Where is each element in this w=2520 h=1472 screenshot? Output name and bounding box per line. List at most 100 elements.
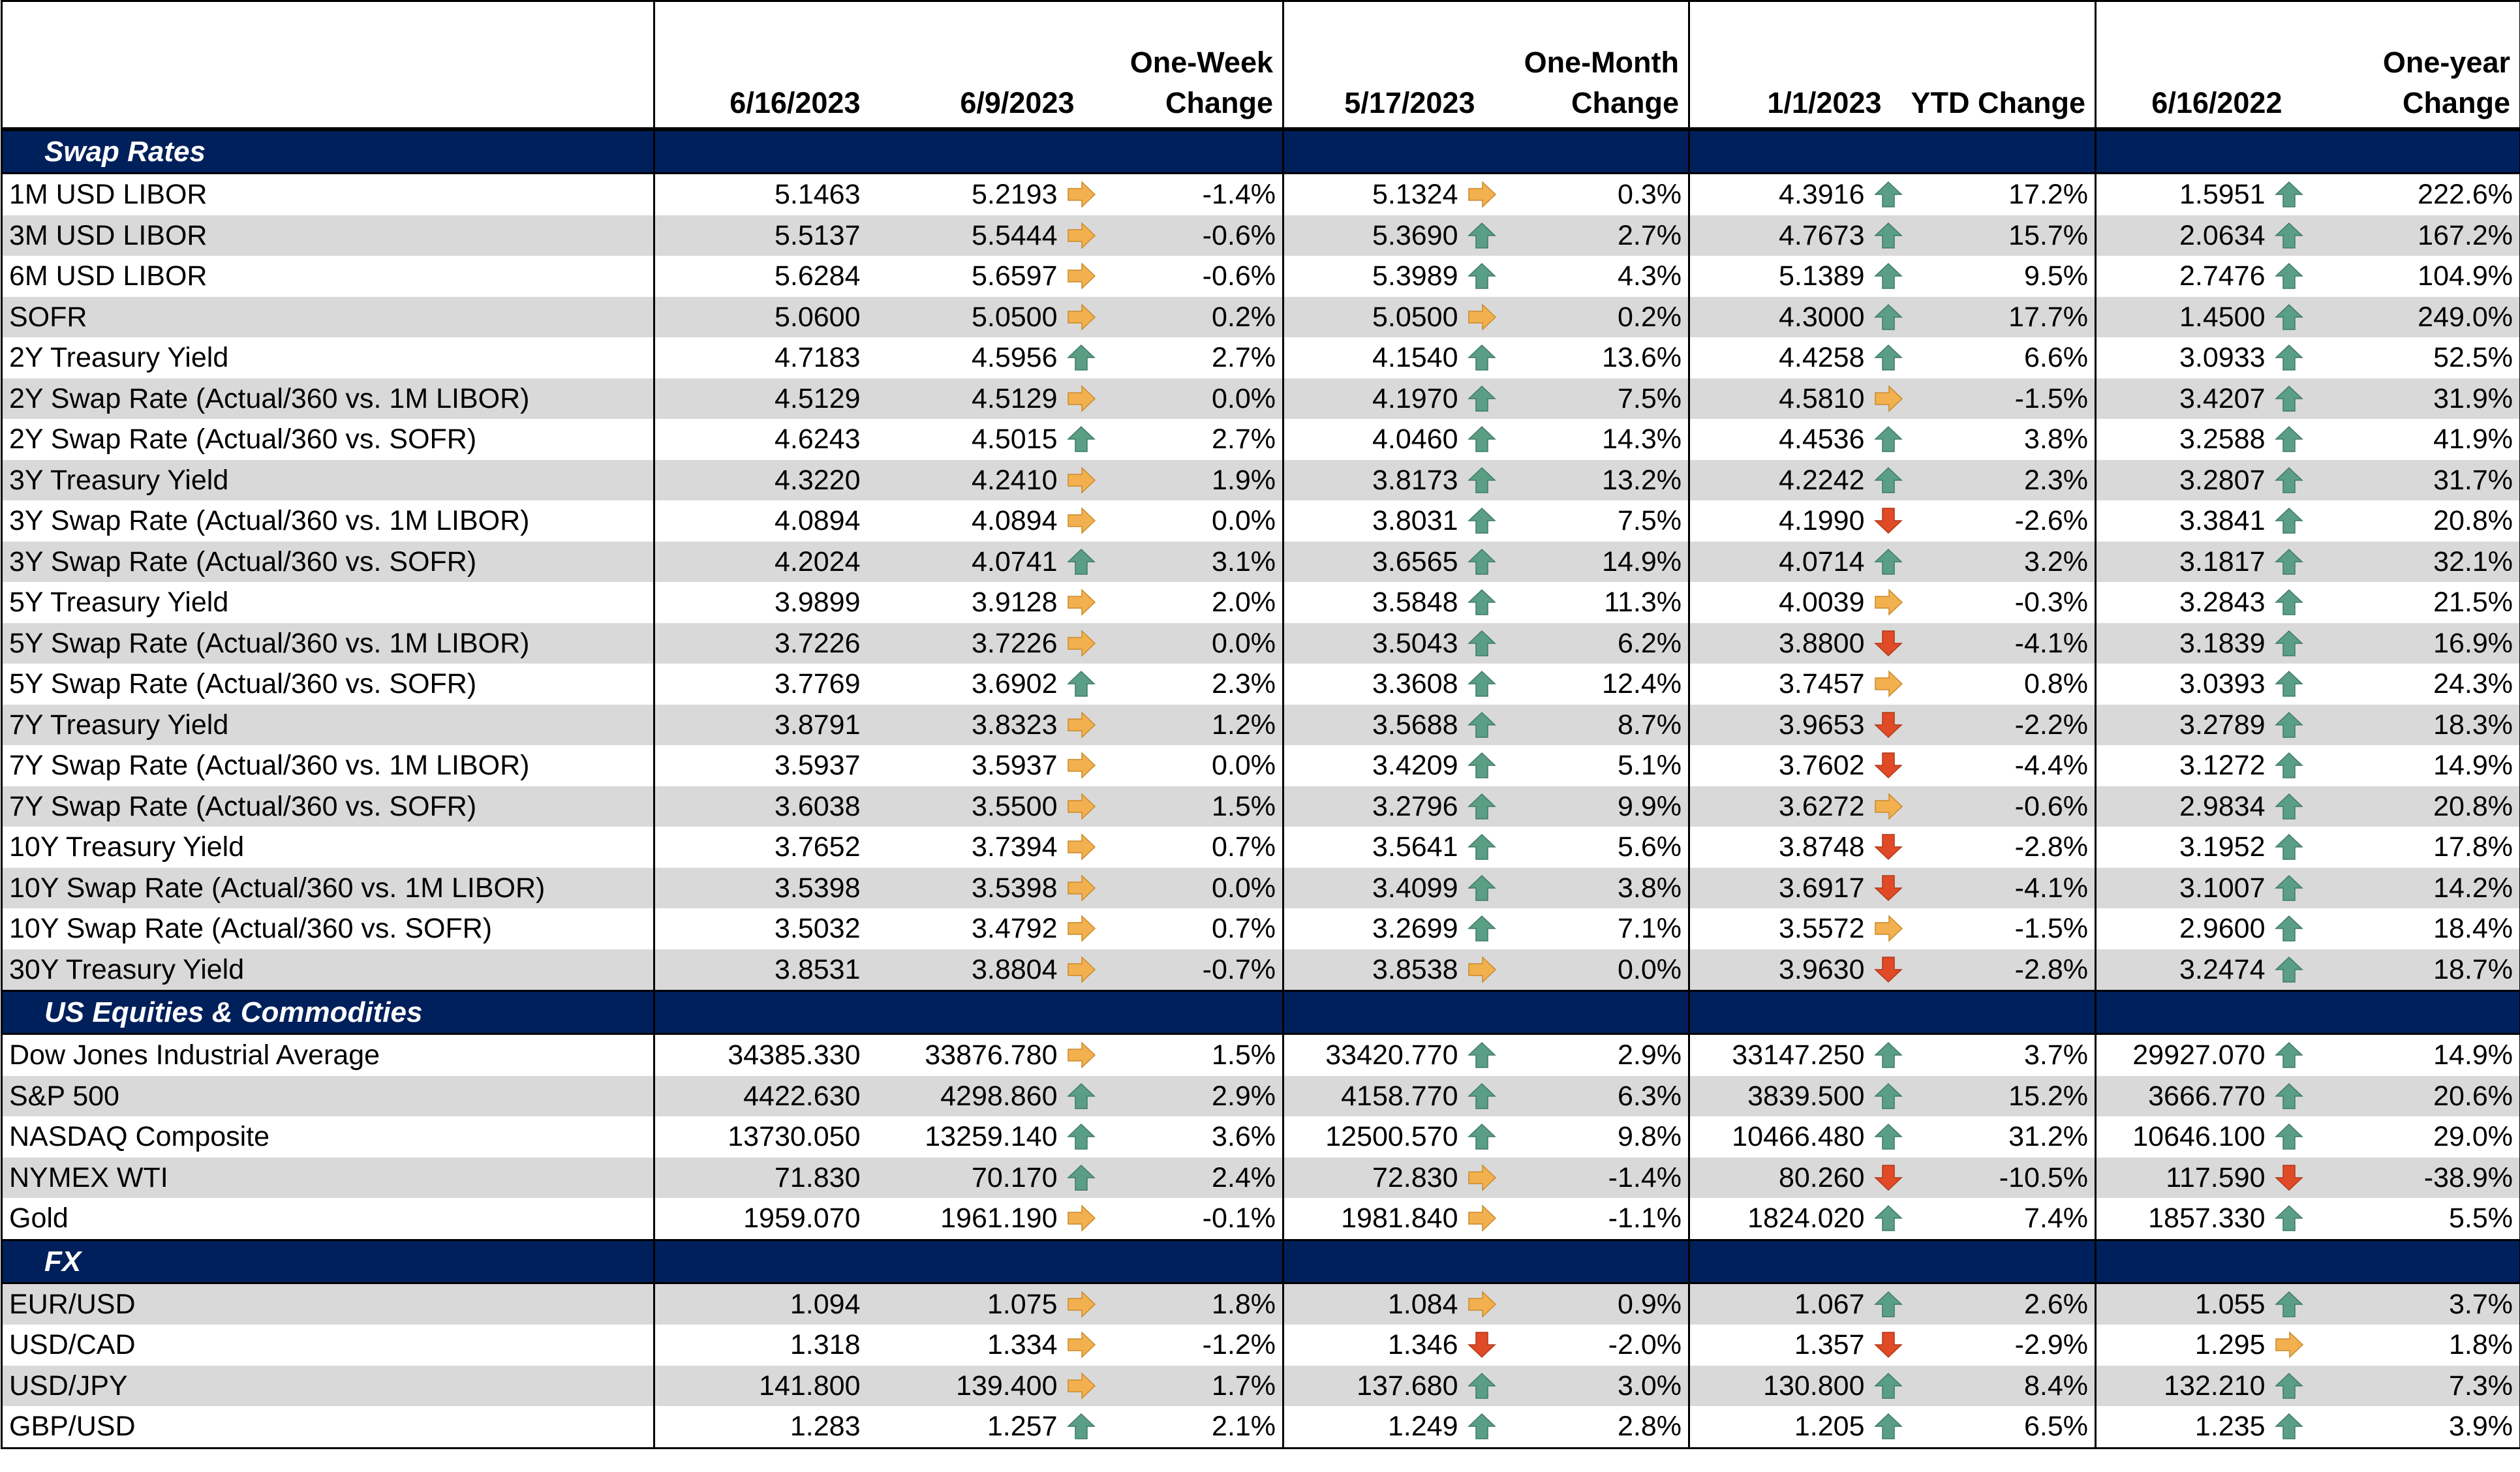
arrow-up-icon [2273, 833, 2305, 861]
value-with-trend: 3.8323 [972, 705, 1097, 746]
arrow-right-icon [1066, 874, 1097, 902]
change-value: 20.6% [2304, 1075, 2520, 1116]
value-prior: 117.590 [2095, 1157, 2305, 1198]
value-with-trend: 3.8538 [1372, 949, 1498, 990]
change-value: 29.0% [2304, 1116, 2520, 1158]
arrow-up-icon [1873, 262, 1904, 290]
change-value: -1.4% [1096, 173, 1283, 215]
value-with-trend: 1.346 [1388, 1325, 1498, 1366]
header-date-week-ago: 6/9/2023 [886, 0, 1097, 129]
value-with-trend: 3.0393 [2179, 664, 2305, 705]
change-value: 2.9% [1096, 1075, 1283, 1116]
value-prior: 3.2843 [2095, 582, 2305, 623]
change-value: 20.8% [2304, 786, 2520, 827]
value-prior: 4.4536 [1688, 419, 1904, 460]
value-text: 4158.770 [1341, 1080, 1458, 1112]
arrow-right-icon [1066, 955, 1097, 984]
value-with-trend: 3.7602 [1779, 745, 1904, 786]
arrow-up-icon [1873, 425, 1904, 453]
value-with-trend: 3666.770 [2148, 1076, 2304, 1117]
value-with-trend: 3.5572 [1779, 908, 1904, 949]
change-value: 6.3% [1497, 1075, 1689, 1116]
value-prior: 3.0933 [2095, 337, 2305, 378]
value-with-trend: 5.5444 [972, 215, 1097, 256]
value-with-trend: 3.1007 [2179, 868, 2305, 909]
row-label: 3Y Swap Rate (Actual/360 vs. 1M LIBOR) [1, 500, 654, 542]
value-with-trend: 4.0714 [1779, 542, 1904, 583]
value-with-trend: 3.3608 [1372, 664, 1498, 705]
value-text: 1961.190 [940, 1203, 1058, 1234]
change-value: 7.4% [1903, 1198, 2096, 1240]
value-prior: 1.235 [2095, 1406, 2305, 1449]
arrow-up-icon [1466, 1372, 1498, 1400]
change-value: 8.7% [1497, 704, 1689, 745]
value-text: 10646.100 [2132, 1121, 2266, 1152]
change-value: -1.5% [1903, 378, 2096, 419]
table-row: SOFR 5.0600 5.0500 0.2% 5.0500 0.2% 4.3000 17.7… [1, 296, 2520, 337]
value-text: 3.7394 [971, 831, 1058, 863]
arrow-right-icon [1873, 914, 1904, 943]
value-text: 2.9600 [2179, 913, 2266, 944]
value-text: 3.6917 [1778, 872, 1865, 904]
value-text: 4.4536 [1778, 423, 1865, 455]
value-prior: 1961.190 [886, 1198, 1097, 1240]
change-value: -2.9% [1903, 1325, 2096, 1366]
value-text: 3.1272 [2179, 750, 2266, 781]
value-with-trend: 1.295 [2195, 1325, 2305, 1366]
value-prior: 1.075 [886, 1283, 1097, 1325]
change-value: 3.7% [2304, 1283, 2520, 1325]
value-text: 33876.780 [925, 1039, 1058, 1071]
value-prior: 3.8173 [1282, 459, 1498, 500]
change-value: 3.6% [1096, 1116, 1283, 1158]
arrow-up-icon [1466, 1041, 1498, 1069]
arrow-up-icon [1873, 1372, 1904, 1400]
table-row: 2Y Treasury Yield 4.7183 4.5956 2.7% 4.1540 1… [1, 337, 2520, 378]
change-value: 20.8% [2304, 500, 2520, 542]
value-current: 4.0894 [653, 500, 887, 542]
value-text: 1857.330 [2148, 1203, 2266, 1234]
value-prior: 1824.020 [1688, 1198, 1904, 1240]
value-prior: 3.2474 [2095, 949, 2305, 991]
value-with-trend: 2.7476 [2179, 256, 2305, 297]
value-with-trend: 3.7457 [1779, 664, 1904, 705]
section-header-fill [1497, 1238, 1689, 1284]
arrow-right-icon [1066, 792, 1097, 821]
section-header-fill [1497, 128, 1689, 174]
arrow-up-icon [2273, 343, 2305, 372]
row-label: 2Y Swap Rate (Actual/360 vs. 1M LIBOR) [1, 378, 654, 419]
value-with-trend: 4.5810 [1779, 378, 1904, 420]
value-with-trend: 1.055 [2195, 1284, 2305, 1325]
arrow-up-icon [1466, 792, 1498, 821]
value-text: 5.6597 [971, 260, 1058, 292]
section-header-fill [2095, 128, 2305, 174]
value-current: 4.5129 [653, 378, 887, 419]
change-value: -4.1% [1903, 622, 2096, 664]
arrow-up-icon [1873, 1041, 1904, 1069]
value-prior: 132.210 [2095, 1365, 2305, 1406]
value-text: 3.8800 [1778, 627, 1865, 659]
section-header-fill [1282, 990, 1498, 1035]
table-body: Swap Rates 1M USD LIBOR 5.1463 5.2193 -1.4% 5… [1, 128, 2520, 1449]
table-row: 5Y Swap Rate (Actual/360 vs. SOFR) 3.7769… [1, 664, 2520, 705]
value-text: 3.7457 [1778, 668, 1865, 699]
value-prior: 3.8804 [886, 949, 1097, 991]
value-with-trend: 5.6597 [972, 256, 1097, 297]
value-prior: 3.7226 [886, 622, 1097, 664]
value-with-trend: 5.2193 [972, 174, 1097, 215]
value-text: 3.6272 [1778, 790, 1865, 822]
table-row: 30Y Treasury Yield 3.8531 3.8804 -0.7% 3.853… [1, 949, 2520, 991]
value-with-trend: 3.5398 [972, 868, 1097, 909]
value-prior: 1.257 [886, 1406, 1097, 1449]
arrow-right-icon [1066, 221, 1097, 250]
change-value: 15.2% [1903, 1075, 2096, 1116]
change-value: 7.5% [1497, 378, 1689, 419]
row-label: Dow Jones Industrial Average [1, 1034, 654, 1076]
value-current: 3.8531 [653, 949, 887, 991]
arrow-up-icon [1466, 669, 1498, 698]
value-with-trend: 3.8804 [972, 949, 1097, 990]
table-row: 10Y Swap Rate (Actual/360 vs. SOFR) 3.503… [1, 908, 2520, 949]
change-value: 3.7% [1903, 1034, 2096, 1076]
value-current: 4.7183 [653, 337, 887, 378]
value-prior: 3.2588 [2095, 419, 2305, 460]
row-label: SOFR [1, 296, 654, 337]
